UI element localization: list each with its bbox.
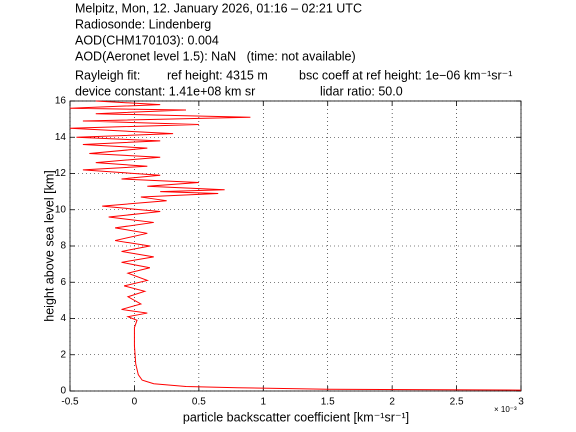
ref-height: ref height: 4315 m [167,68,268,82]
y-tick-label: 2 [60,349,66,360]
y-tick-label: 6 [60,277,66,288]
x-axis-label: particle backscatter coefficient [km⁻¹sr… [183,410,409,424]
profile-line [69,100,522,391]
x-tick-label: 0.5 [192,397,206,408]
y-tick-label: 14 [55,132,67,143]
y-tick-label: 4 [60,313,66,324]
y-tick-label: 12 [55,168,67,179]
device-constant: device constant: 1.41e+08 km sr [75,84,255,98]
y-axis-label: height above sea level [km] [42,170,56,321]
title-line: Melpitz, Mon, 12. January 2026, 01:16 – … [75,1,362,15]
y-tick-label: 0 [60,386,66,397]
bsc-coeff: bsc coeff at ref height: 1e−06 km⁻¹sr⁻¹ [299,68,512,82]
x-tick-label: 0 [132,397,138,408]
x-tick-label: 1.5 [321,397,335,408]
y-tick-label: 16 [55,96,67,107]
y-tick-label: 10 [55,204,67,215]
x-tick-label: 2.5 [450,397,464,408]
x-tick-label: -0.5 [61,397,79,408]
x-tick-label: 3 [518,397,524,408]
title-line: AOD(CHM170103): 0.004 [75,33,219,47]
x-tick-label: 1 [261,397,267,408]
rayleigh-label: Rayleigh fit: [75,68,140,82]
x-tick-label: 2 [389,397,395,408]
lidar-ratio: lidar ratio: 50.0 [320,84,403,98]
y-tick-label: 8 [60,241,66,252]
x-multiplier: × 10⁻³ [494,405,517,414]
plot-frame [69,100,522,392]
title-line: AOD(Aeronet level 1.5): NaN (time: not a… [75,49,356,63]
title-line: Radiosonde: Lindenberg [75,17,211,31]
